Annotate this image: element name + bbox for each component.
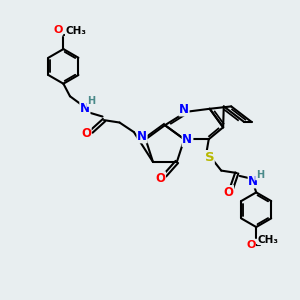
Text: S: S <box>205 151 214 164</box>
Text: N: N <box>137 130 147 143</box>
Text: N: N <box>80 102 90 115</box>
Text: O: O <box>81 128 91 140</box>
Text: N: N <box>183 133 193 146</box>
Text: CH₃: CH₃ <box>258 235 279 244</box>
Text: CH₃: CH₃ <box>65 26 86 36</box>
Text: O: O <box>53 25 63 35</box>
Text: N: N <box>179 103 189 116</box>
Text: O: O <box>246 240 256 250</box>
Text: H: H <box>256 170 264 180</box>
Text: O: O <box>155 172 165 185</box>
Text: N: N <box>248 175 258 188</box>
Text: O: O <box>224 186 233 199</box>
Text: N: N <box>182 133 192 146</box>
Text: H: H <box>87 96 95 106</box>
